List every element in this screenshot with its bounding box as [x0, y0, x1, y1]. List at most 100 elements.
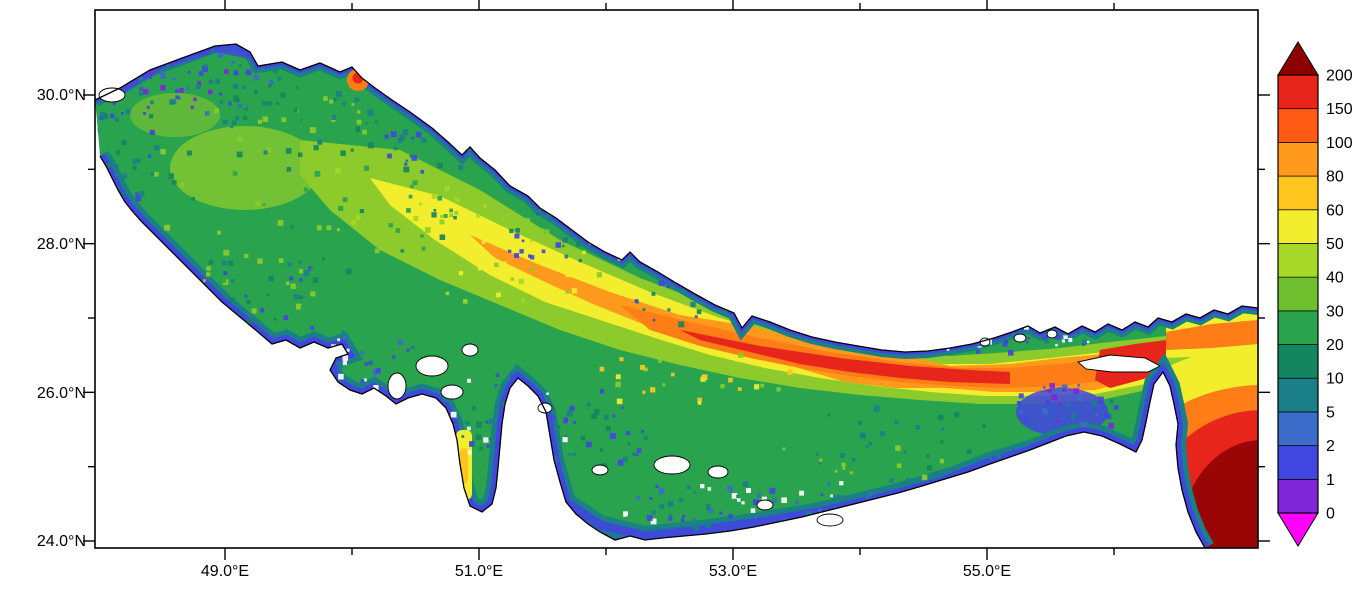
island	[461, 343, 479, 357]
speckle	[253, 74, 260, 81]
speckle	[445, 291, 450, 296]
speckle	[333, 97, 337, 101]
speckle	[206, 248, 212, 254]
speckle	[541, 249, 546, 254]
speckle	[700, 484, 705, 489]
speckle	[374, 248, 380, 254]
speckle	[322, 246, 325, 250]
speckle	[593, 409, 600, 415]
speckle	[139, 87, 143, 91]
speckle	[290, 225, 294, 229]
speckle	[1002, 341, 1008, 347]
speckle	[221, 260, 227, 266]
speckle	[555, 242, 561, 248]
speckle	[198, 217, 202, 222]
speckle	[564, 435, 568, 439]
speckle	[634, 299, 639, 303]
sea-layer	[95, 44, 1258, 548]
speckle	[353, 206, 359, 213]
speckle	[481, 240, 486, 245]
speckle	[569, 405, 575, 411]
speckle	[760, 383, 765, 388]
speckle	[818, 508, 822, 512]
speckle	[232, 171, 238, 176]
speckle	[437, 195, 443, 201]
speckle	[177, 96, 181, 100]
speckle	[367, 109, 374, 116]
speckle	[171, 179, 177, 185]
speckle	[678, 321, 685, 328]
speckle	[299, 118, 302, 122]
speckle	[641, 430, 645, 433]
speckle	[342, 335, 347, 340]
speckle	[439, 154, 444, 159]
speckle	[750, 508, 756, 513]
speckle	[818, 462, 822, 465]
island	[387, 372, 407, 400]
x-tick-label-55: 55.0°E	[963, 563, 1011, 580]
speckle	[651, 291, 656, 296]
speckle	[360, 379, 365, 383]
speckle	[459, 416, 462, 420]
speckle	[738, 352, 744, 358]
speckle	[114, 117, 119, 122]
speckle	[921, 474, 928, 481]
speckle	[805, 511, 811, 517]
speckle	[564, 258, 570, 264]
speckle	[286, 167, 292, 172]
speckle	[283, 315, 289, 320]
speckle	[450, 411, 457, 418]
speckle	[278, 258, 284, 263]
island	[1013, 333, 1027, 343]
speckle	[601, 253, 605, 257]
speckle	[206, 272, 211, 277]
speckle	[449, 213, 454, 218]
speckle	[652, 318, 656, 322]
speckle	[731, 493, 738, 499]
speckle	[257, 119, 263, 124]
speckle	[337, 379, 341, 384]
colorbar-label: 5	[1326, 404, 1335, 421]
speckle	[1113, 404, 1119, 410]
speckle	[571, 288, 578, 294]
speckle	[289, 276, 294, 281]
speckle	[526, 218, 530, 222]
speckle	[178, 87, 184, 93]
band-deeporange-main	[620, 305, 1166, 388]
speckle	[573, 421, 576, 424]
speckle	[476, 421, 482, 428]
x-tick-label-51: 51.0°E	[455, 563, 503, 580]
colorbar-label: 2	[1326, 438, 1335, 455]
speckle	[326, 225, 332, 231]
speckle	[1073, 388, 1080, 394]
speckle	[895, 445, 901, 451]
colorbar-border	[1277, 74, 1319, 514]
speckle	[135, 195, 142, 202]
speckle	[244, 253, 249, 259]
speckle	[342, 197, 348, 202]
speckle	[509, 228, 514, 234]
speckle	[839, 481, 844, 486]
speckle	[926, 454, 930, 458]
speckle	[510, 374, 515, 379]
speckle	[562, 437, 568, 443]
speckle	[576, 241, 581, 247]
speckle	[1058, 402, 1062, 406]
speckle	[946, 348, 950, 351]
speckle	[345, 268, 352, 275]
speckle	[113, 163, 119, 170]
speckle	[175, 89, 179, 93]
speckle	[728, 377, 733, 383]
speckle	[246, 300, 251, 305]
speckle	[865, 445, 869, 448]
speckle	[190, 105, 194, 109]
speckle	[1065, 403, 1070, 407]
speckle	[1062, 339, 1065, 343]
speckle	[772, 498, 777, 503]
speckle	[915, 425, 920, 430]
speckle	[224, 69, 229, 74]
speckle	[314, 170, 321, 177]
speckle	[545, 211, 552, 218]
colorbar-under-arrow	[1277, 512, 1319, 547]
